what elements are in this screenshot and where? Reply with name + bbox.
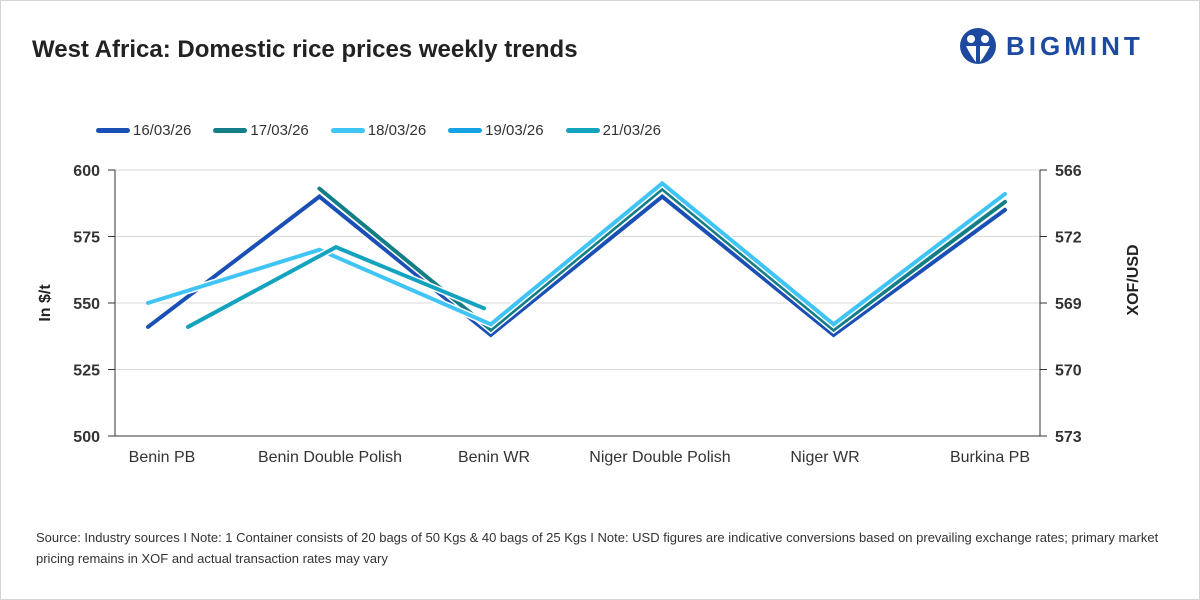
y-axis-title: In $/t [37,284,54,322]
logo-icon [960,28,996,64]
legend-item: 19/03/26 [448,122,544,139]
series-line-18-03-26 [146,180,1007,327]
legend-item: 16/03/26 [96,122,191,139]
y-tick-label: 600 [73,163,100,180]
x-tick-label: Niger WR [790,449,859,466]
y2-tick-label: 573 [1055,429,1082,446]
y2-tick-label: 569 [1055,296,1082,313]
legend-swatch [96,128,130,133]
legend-item: 17/03/26 [213,122,309,139]
x-tick-label: Benin PB [129,449,196,466]
y-tick-label: 550 [73,296,100,313]
chart-title: West Africa: Domestic rice prices weekly… [32,36,578,63]
x-tick-label: Burkina PB [950,449,1030,466]
legend-swatch [565,128,600,133]
y2-tick-label: 572 [1055,230,1082,247]
legend-item: 18/03/26 [330,122,427,139]
legend-swatch [330,128,365,133]
legend-label: 18/03/26 [367,122,427,139]
legend-label: 21/03/26 [602,122,661,139]
legend-label: 16/03/26 [133,122,192,139]
x-tick-label: Niger Double Polish [589,449,730,466]
y2-axis-title: XOF/USD [1125,244,1142,315]
legend-label: 17/03/26 [250,122,309,139]
legend-swatch [213,128,248,133]
legend: 16/03/26 17/03/26 18/03/26 19/03/26 21/03/26 [96,122,661,139]
footer-note: Source: Industry sources I Note: 1 Conta… [36,530,1159,566]
series-outline [317,184,1008,335]
series-line-16-03-26 [146,194,1007,338]
bigmint-logo: BIGMINT [958,26,1144,66]
x-tick-label: Benin WR [458,449,530,466]
legend-item: 21/03/26 [565,122,661,139]
legend-swatch [448,128,483,133]
logo-text: BIGMINT [1006,30,1144,61]
x-tick-label: Benin Double Polish [258,449,402,466]
series-line-17-03-26 [317,186,1007,333]
y2-tick-label: 570 [1055,363,1082,380]
y-tick-label: 525 [73,363,100,380]
y-tick-label: 575 [73,230,100,247]
legend-label: 19/03/26 [485,122,544,139]
y2-tick-label: 566 [1055,163,1082,180]
y-tick-label: 500 [73,429,100,446]
